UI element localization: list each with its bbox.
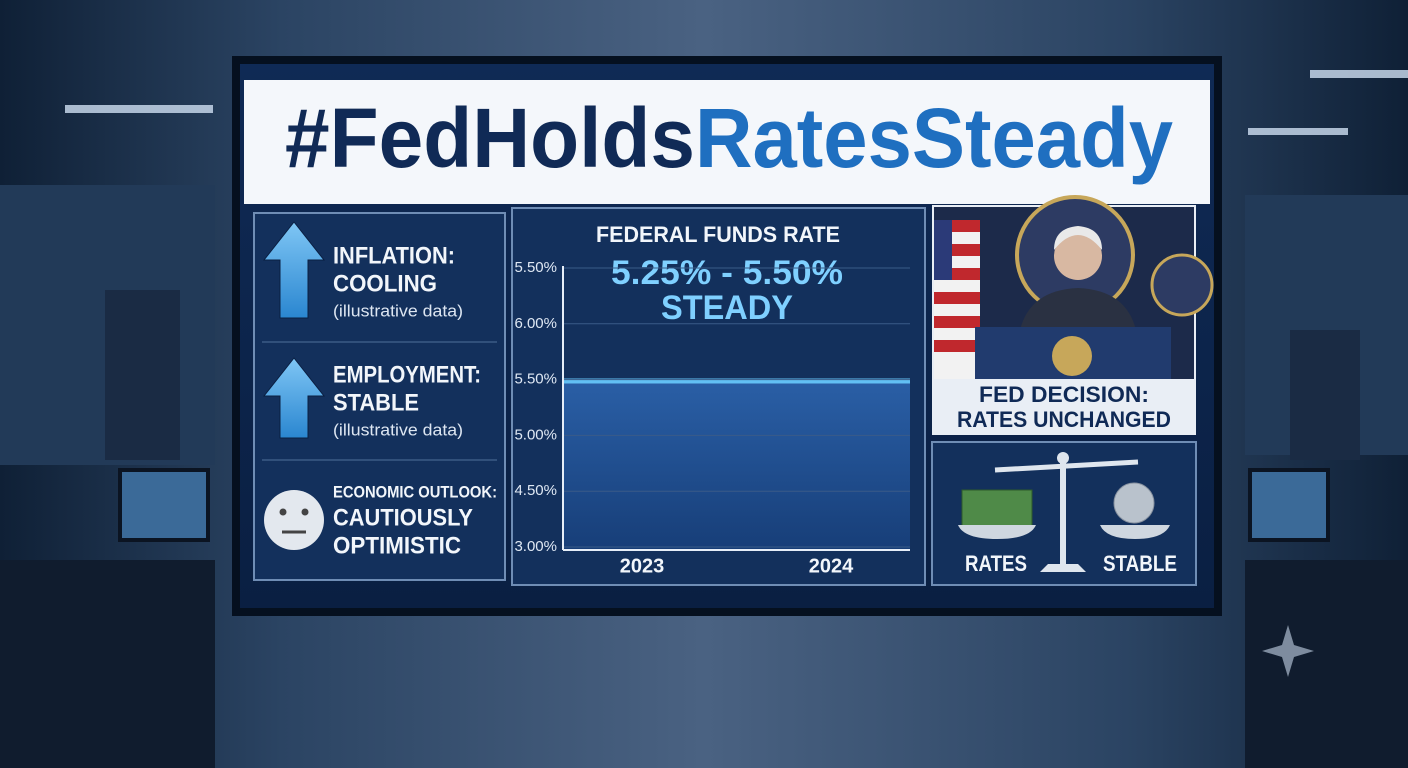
indicator-note: (illustrative data) — [333, 420, 463, 439]
person-head — [1054, 232, 1102, 280]
podium-seal — [1052, 336, 1092, 376]
indicator-label: EMPLOYMENT: — [333, 361, 481, 388]
face-eye — [301, 508, 309, 516]
indicator-label: ECONOMIC OUTLOOK: — [333, 482, 497, 501]
indicator-value: CAUTIOUSLY — [333, 504, 473, 531]
indicator-value: OPTIMISTIC — [333, 532, 461, 559]
scale-icon — [958, 452, 1170, 572]
ceiling-light — [65, 105, 213, 113]
chart-axes: 5.50% 6.00% 5.50% 5.00% 4.50% 3.00% 2023 2024 — [514, 259, 910, 577]
person-body — [1020, 288, 1136, 330]
indicator-value: STABLE — [333, 389, 419, 416]
header-title: RatesSteady — [695, 91, 1173, 185]
x-tick-label: 2023 — [620, 555, 665, 577]
x-tick-label: 2024 — [809, 555, 854, 577]
rate-range: 5.25% - 5.50% — [611, 254, 843, 292]
ceiling-light — [1248, 128, 1348, 135]
y-tick-label: 5.00% — [514, 426, 557, 443]
header-bar — [244, 80, 1210, 204]
balance-left: RATES — [965, 551, 1027, 576]
desk-right — [1245, 560, 1408, 768]
indicator-label: INFLATION: — [333, 242, 455, 269]
rate-status: STEADY — [661, 289, 793, 327]
person-hair — [1054, 226, 1102, 250]
y-tick-label: 6.00% — [514, 315, 557, 332]
arrow-icon — [262, 221, 326, 319]
balance-right: STABLE — [1103, 551, 1177, 576]
decision-caption: RATES UNCHANGED — [957, 407, 1171, 432]
monitor — [118, 468, 210, 542]
header-title: #FedHolds — [285, 91, 695, 185]
ceiling-light — [1310, 70, 1408, 78]
indicator-value: COOLING — [333, 270, 437, 297]
y-tick-label: 3.00% — [514, 538, 557, 555]
face-eye — [279, 508, 287, 516]
chart-title: FEDERAL FUNDS RATE — [596, 222, 840, 247]
y-tick-label: 5.50% — [514, 259, 557, 276]
building — [105, 290, 180, 460]
y-tick-label: 4.50% — [514, 482, 557, 499]
seal — [1150, 253, 1214, 317]
building — [1290, 330, 1360, 460]
rate-area — [564, 381, 910, 550]
y-tick-label: 5.50% — [514, 371, 557, 388]
flag — [934, 220, 980, 379]
decision-caption: FED DECISION: — [979, 382, 1149, 407]
face-icon — [264, 490, 324, 550]
monitor — [1248, 468, 1330, 542]
indicator-note: (illustrative data) — [333, 301, 463, 320]
sparkle — [1262, 625, 1314, 677]
arrow-icon — [262, 357, 326, 439]
desk-left — [0, 560, 215, 768]
